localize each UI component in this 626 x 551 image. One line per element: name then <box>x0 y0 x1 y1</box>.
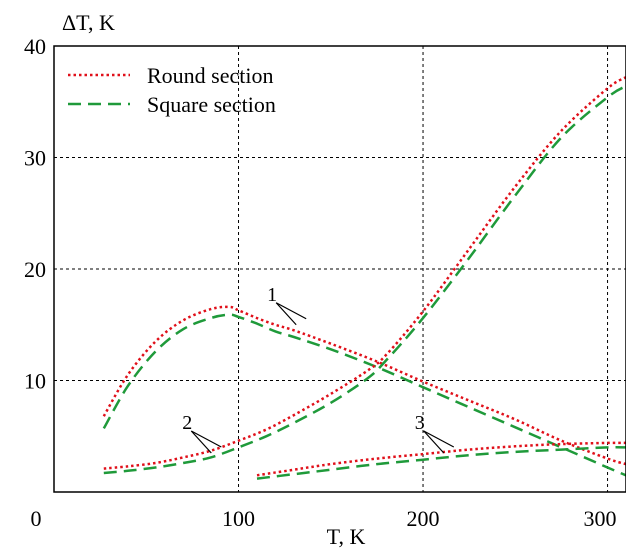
legend-label-square: Square section <box>147 92 276 117</box>
x-tick-label: 0 <box>31 506 42 531</box>
x-tick-label: 300 <box>584 506 617 531</box>
curve-label-pointer <box>191 430 222 448</box>
series-line-curve-2-square <box>103 85 626 475</box>
y-tick-label: 30 <box>24 146 46 171</box>
series-line-curve-3-round <box>256 441 626 477</box>
curve-labels: 1 2 3 <box>182 284 455 454</box>
series-lines <box>102 76 626 480</box>
series-line-curve-1-square <box>102 313 626 477</box>
curve-label-1: 1 <box>267 284 277 306</box>
legend-label-round: Round section <box>147 63 274 88</box>
series-line-curve-1-round <box>102 305 626 466</box>
y-axis-label: ΔT, K <box>62 10 115 35</box>
curve-label-pointer <box>275 302 307 320</box>
x-axis-label: T, K <box>327 524 366 549</box>
legend: Round section Square section <box>68 63 276 117</box>
y-tick-label: 10 <box>24 369 46 394</box>
curve-label-3: 3 <box>415 412 425 434</box>
curve-label-pointer <box>423 430 445 454</box>
curve-label-pointer <box>190 430 212 454</box>
series-line-curve-3-square <box>256 445 626 480</box>
x-tick-label: 100 <box>222 506 255 531</box>
curve-label-pointer <box>275 302 297 326</box>
series-line-curve-2-round <box>103 76 626 470</box>
y-tick-label: 20 <box>24 257 46 282</box>
tick-labels: 0 100 200 300 10 20 30 40 <box>24 34 617 531</box>
plot-frame <box>53 45 626 493</box>
grid-lines <box>54 46 626 492</box>
x-tick-label: 200 <box>407 506 440 531</box>
curve-label-2: 2 <box>182 412 192 434</box>
curve-label-pointer <box>423 430 455 448</box>
y-tick-label: 40 <box>24 34 46 59</box>
